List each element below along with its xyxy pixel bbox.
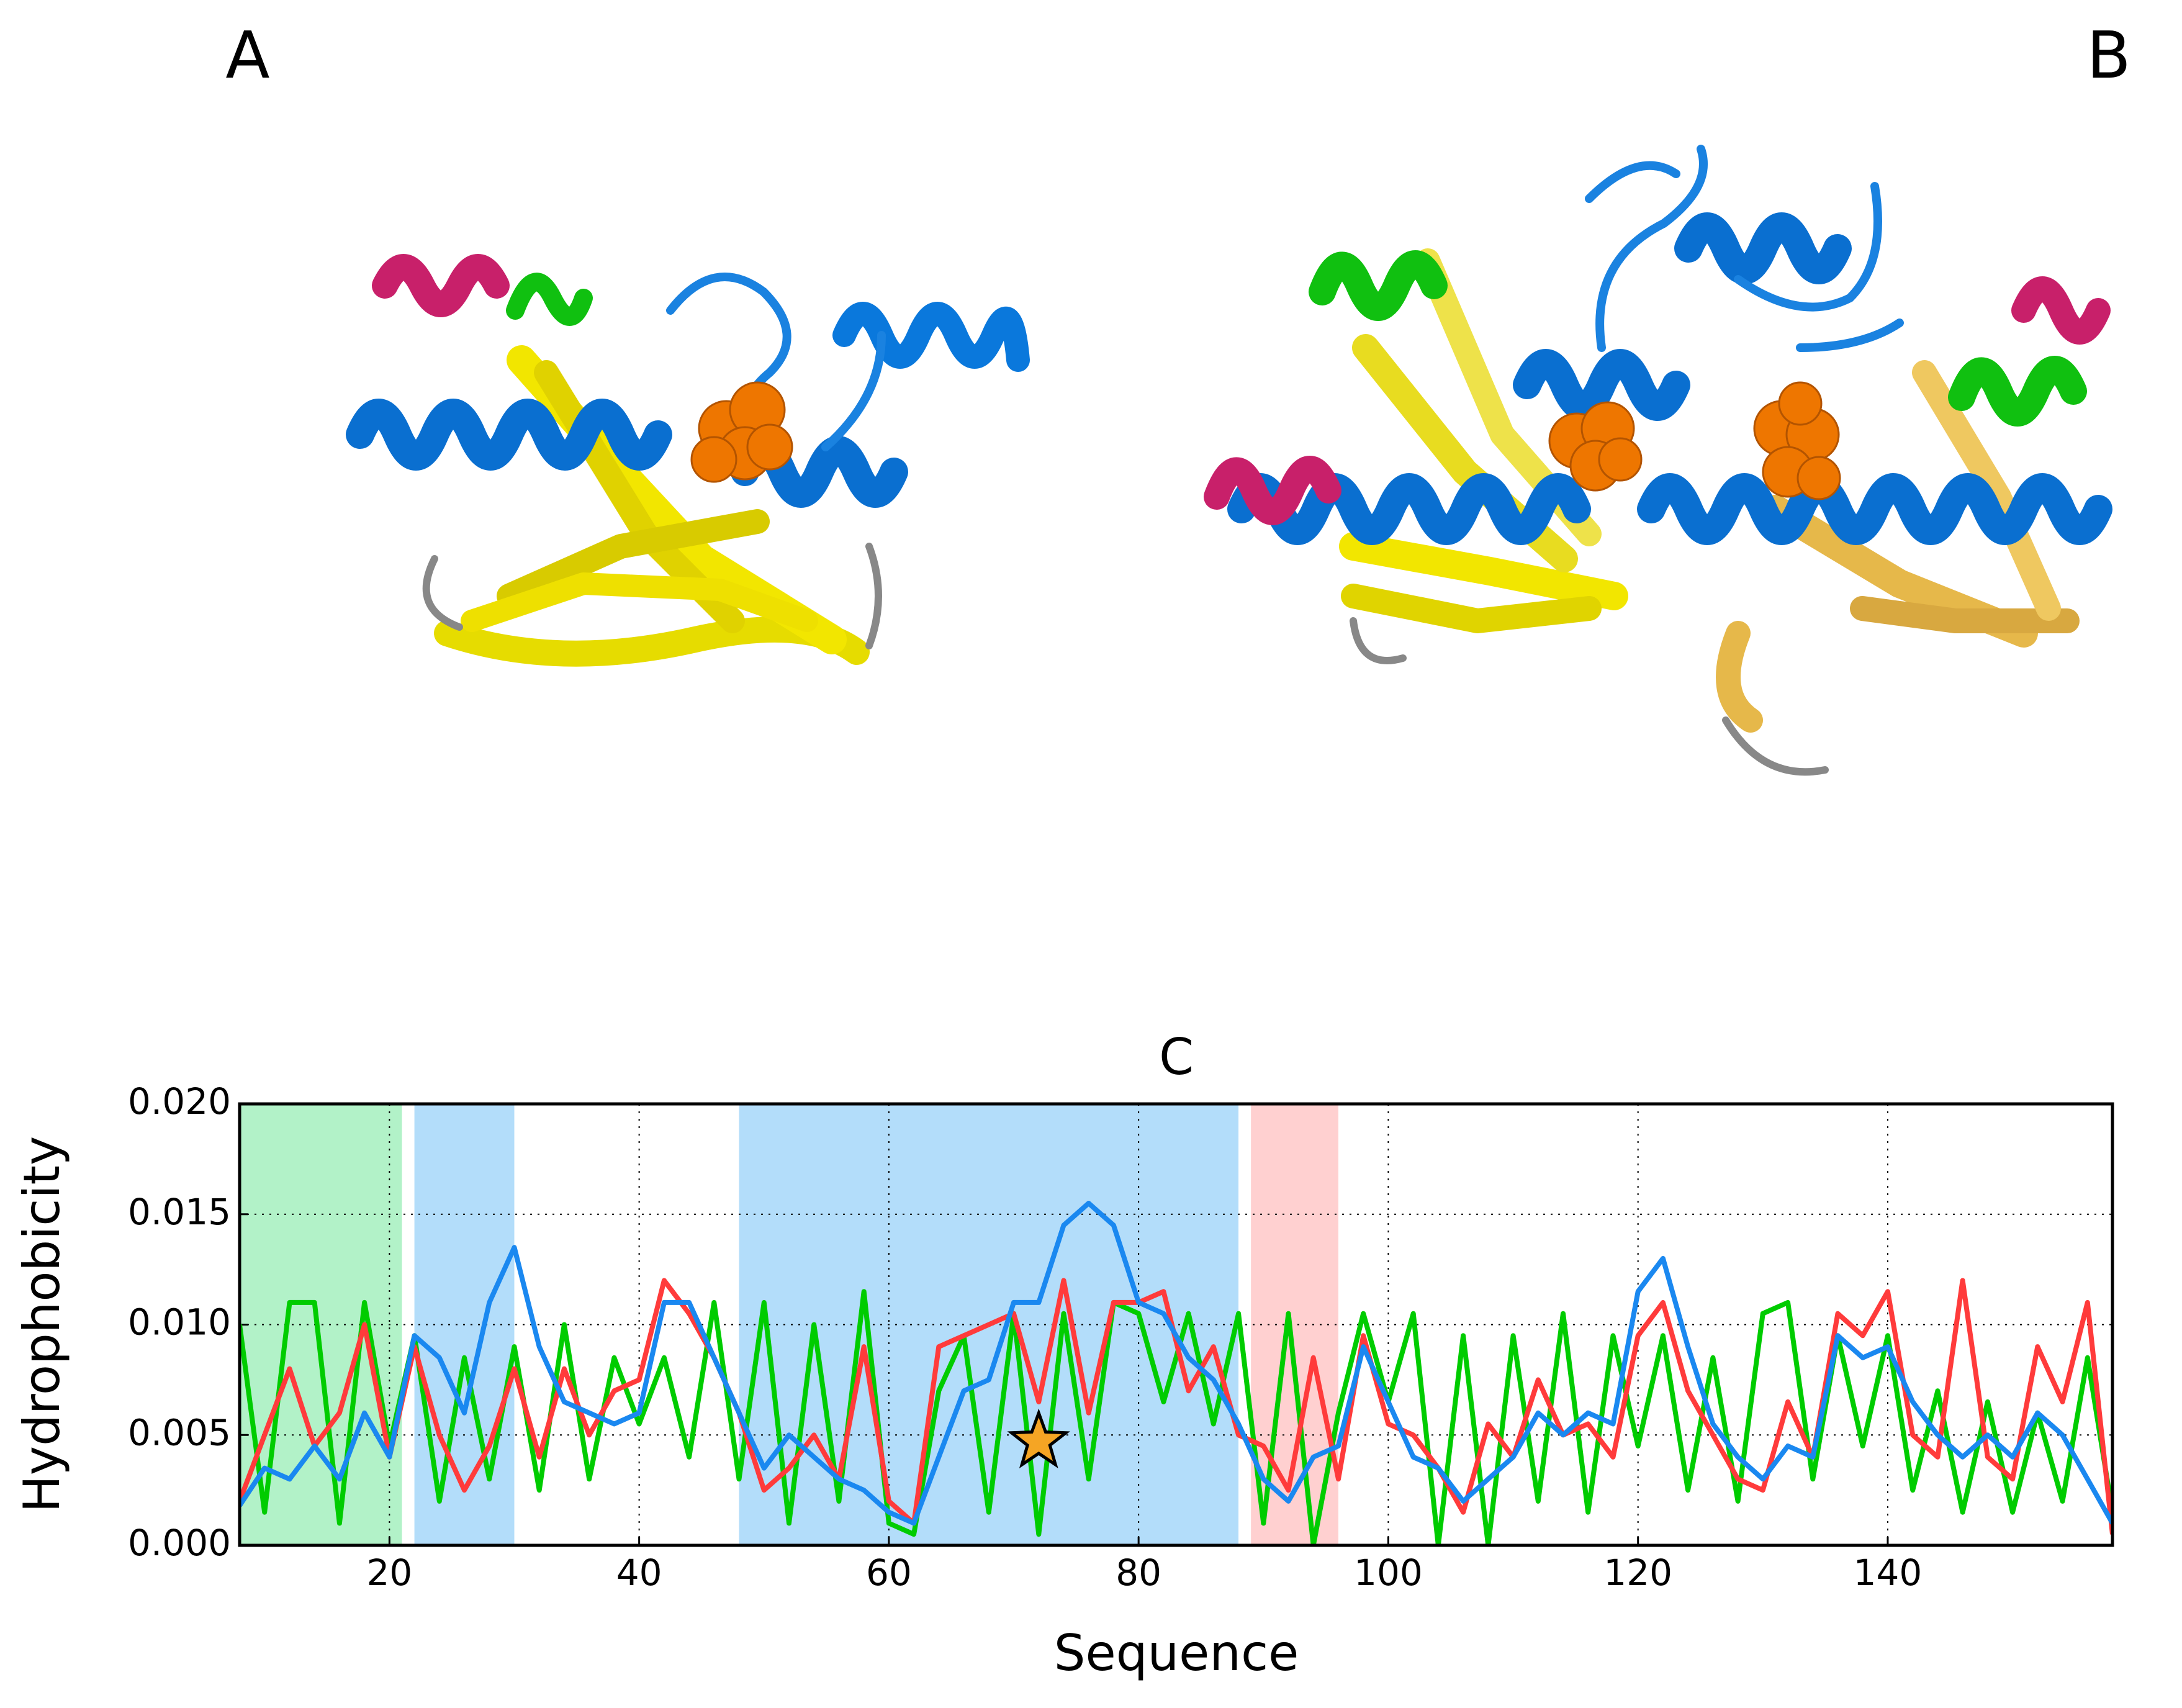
shaded-region xyxy=(1251,1104,1338,1545)
x-tick-label: 100 xyxy=(1354,1552,1423,1594)
protein-structure-b xyxy=(1204,145,2112,776)
panel-label: B xyxy=(2086,17,2130,93)
x-tick-label: 80 xyxy=(1116,1552,1161,1594)
series-line xyxy=(240,1278,2112,1535)
series-line xyxy=(240,1201,2112,1526)
x-tick-label: 40 xyxy=(616,1552,662,1594)
y-tick-label: 0.015 xyxy=(128,1191,231,1233)
shaded-region xyxy=(240,1104,402,1545)
protein-structure-a xyxy=(346,254,1030,667)
x-tick-label: 120 xyxy=(1603,1552,1672,1594)
y-tick-label: 0.020 xyxy=(128,1080,231,1123)
panel-label: A xyxy=(225,17,269,93)
star-marker xyxy=(1007,1408,1070,1469)
y-tick-label: 0.005 xyxy=(128,1411,231,1453)
x-tick-label: 60 xyxy=(866,1552,912,1594)
x-axis-label: Sequence xyxy=(1054,1624,1299,1682)
x-tick-label: 140 xyxy=(1854,1552,1923,1594)
chart-title: C xyxy=(1159,1028,1194,1086)
x-tick-label: 20 xyxy=(366,1552,412,1594)
chart: C Sequence Hydrophobicity 0.000 0.005 0.01… xyxy=(13,1028,2114,1682)
plot-frame xyxy=(238,1102,2114,1547)
y-tick-label: 0.010 xyxy=(128,1301,231,1344)
y-tick-label: 0.000 xyxy=(128,1522,231,1564)
y-axis-label: Hydrophobicity xyxy=(13,1136,71,1513)
